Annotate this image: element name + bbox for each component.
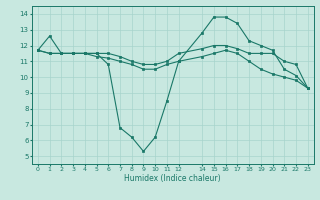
X-axis label: Humidex (Indice chaleur): Humidex (Indice chaleur) bbox=[124, 174, 221, 183]
